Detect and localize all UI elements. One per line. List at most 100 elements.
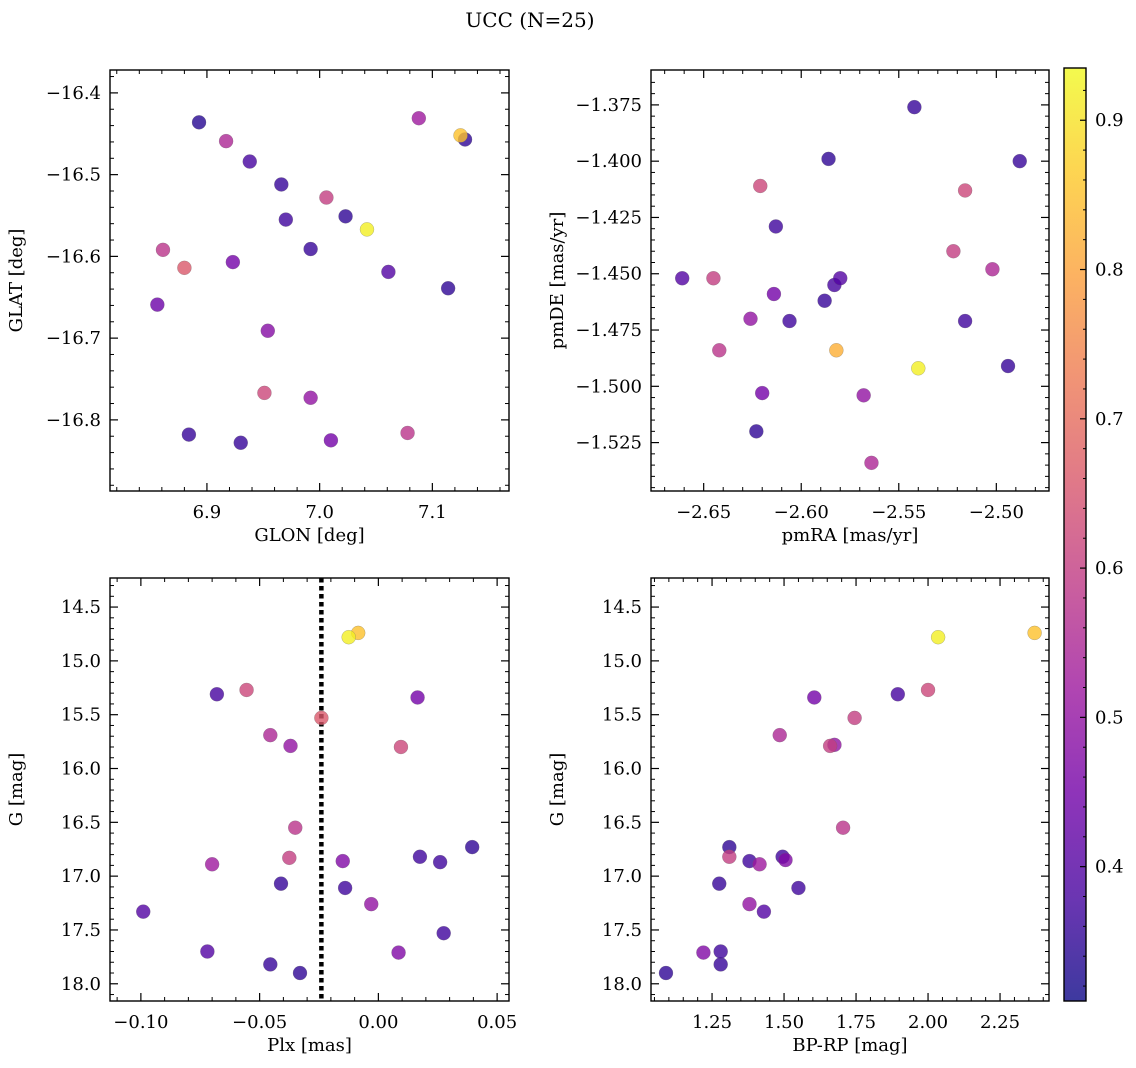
pm-point (985, 262, 1000, 277)
pm-point (675, 271, 690, 286)
plx-g-xtick-label: −0.05 (232, 1012, 287, 1033)
plx-g-xtick-label: −0.10 (113, 1012, 168, 1033)
plx-g-point (337, 880, 353, 896)
glon-glat-ytick-label: −16.4 (46, 83, 101, 104)
pm-frame (650, 69, 1050, 492)
cmd-ytick-label: 15.5 (602, 705, 642, 726)
plx-g-ytick-label: 17.5 (61, 920, 101, 941)
plx-g-ytick-label: 17.0 (61, 866, 101, 887)
pm-xtick-label: −2.50 (969, 502, 1024, 523)
pm-point (706, 271, 721, 286)
pm-point (911, 361, 926, 376)
pm-point (712, 343, 727, 358)
pm-points (675, 99, 1027, 471)
plx-g-point (263, 727, 278, 743)
glon-glat-point (242, 154, 257, 169)
cmd-xtick-label: 1.50 (764, 1012, 804, 1033)
pm-point (864, 455, 879, 471)
cmd-point (742, 896, 757, 912)
cmd-point (890, 687, 906, 702)
plx-g-point (209, 687, 225, 702)
glon-glat-point (319, 190, 334, 205)
pm-point (755, 385, 770, 401)
pm-point (782, 313, 797, 329)
figure-title: UCC (N=25) (465, 8, 594, 32)
glon-glat-point (155, 242, 171, 258)
cmd-ytick-label: 16.5 (602, 812, 642, 833)
pm-point (856, 388, 871, 403)
plx-g-point (341, 629, 356, 645)
pm-ytick-label: −1.425 (575, 207, 642, 228)
plx-g-ytick-label: 15.0 (61, 651, 101, 672)
glon-glat-ytick-label: −16.7 (46, 328, 101, 349)
glon-glat-point (400, 425, 415, 441)
cmd-point (791, 880, 806, 896)
pm-ytick-label: −1.400 (575, 151, 642, 172)
colorbar-tick-label: 0.6 (1095, 558, 1124, 579)
glon-glat-point (225, 254, 241, 270)
colorbar-tick-label: 0.7 (1095, 409, 1124, 430)
cmd-point (752, 857, 767, 872)
pm-point (817, 293, 832, 308)
plx-g-point (136, 904, 151, 919)
plx-g-point (282, 850, 297, 866)
plx-g-point (263, 957, 278, 972)
pm-point (957, 313, 973, 329)
pm-ytick-label: −1.475 (575, 320, 642, 341)
cmd-point (722, 849, 737, 864)
colorbar-gradient (1064, 68, 1086, 1001)
plx-g-point (288, 820, 303, 835)
glon-glat-xtick-label: 6.9 (193, 502, 222, 523)
cmd-point (930, 629, 946, 645)
glon-glat-point (323, 433, 339, 448)
pm-point (768, 219, 784, 234)
cmd-point (1027, 625, 1042, 641)
cmd-xtick-label: 2.25 (980, 1012, 1020, 1033)
cmd-ytick-label: 14.5 (602, 597, 642, 618)
pm-point (743, 311, 758, 326)
pm-point (749, 424, 764, 439)
plx-g-ytick-label: 16.0 (61, 759, 101, 780)
cmd-xlabel: BP-RP [mag] (792, 1035, 907, 1056)
glon-glat-axes: 6.9 7.0 7.1 −16.8 −16.7 −16.6 −16.5 −16.4 (46, 70, 509, 523)
cmd-ytick-label: 16.0 (602, 759, 642, 780)
pm-xtick-label: −2.60 (774, 502, 829, 523)
glon-glat-xlabel: GLON [deg] (254, 525, 364, 546)
pm-point (1012, 153, 1027, 169)
glon-glat-points (150, 111, 473, 450)
colorbar-tick-label: 0.5 (1095, 707, 1124, 728)
glon-glat-ytick-label: −16.5 (46, 165, 101, 186)
plx-g-axes: −0.10 −0.05 0.00 0.05 14.5 15.0 15.5 16.0 16.5 17… (61, 578, 517, 1033)
plx-g-point (364, 896, 379, 912)
glon-glat-point (338, 209, 353, 224)
plx-g-xtick-label: 0.00 (358, 1012, 398, 1033)
cmd-point (712, 876, 727, 891)
cmd-xtick-label: 1.75 (836, 1012, 876, 1033)
pm-point (907, 99, 922, 115)
cmd-points (658, 625, 1042, 981)
pm-ytick-label: −1.525 (575, 433, 642, 454)
panel-pm: −2.65 −2.60 −2.55 −2.50 −1.525 −1.500 −1.475 −1… (547, 69, 1050, 546)
pm-point (821, 151, 836, 167)
cmd-point (756, 904, 772, 919)
plx-g-points (136, 578, 480, 1001)
glon-glat-ytick-label: −16.8 (46, 410, 101, 431)
cmd-ytick-label: 17.0 (602, 866, 642, 887)
plx-g-point (314, 710, 329, 726)
plx-g-point (412, 849, 428, 864)
cmd-point (807, 690, 822, 705)
plx-g-point (204, 857, 220, 872)
glon-glat-xtick-label: 7.1 (418, 502, 447, 523)
glon-glat-point (150, 297, 165, 312)
cmd-point (920, 682, 936, 698)
glon-glat-point (177, 260, 192, 276)
glon-glat-frame (109, 69, 510, 492)
pm-point (946, 244, 961, 259)
glon-glat-point (303, 241, 318, 257)
glon-glat-point (453, 128, 468, 143)
glon-glat-point (218, 133, 234, 149)
cmd-point (713, 944, 728, 959)
plx-g-point (391, 945, 406, 960)
plx-g-ytick-label: 18.0 (61, 974, 101, 995)
